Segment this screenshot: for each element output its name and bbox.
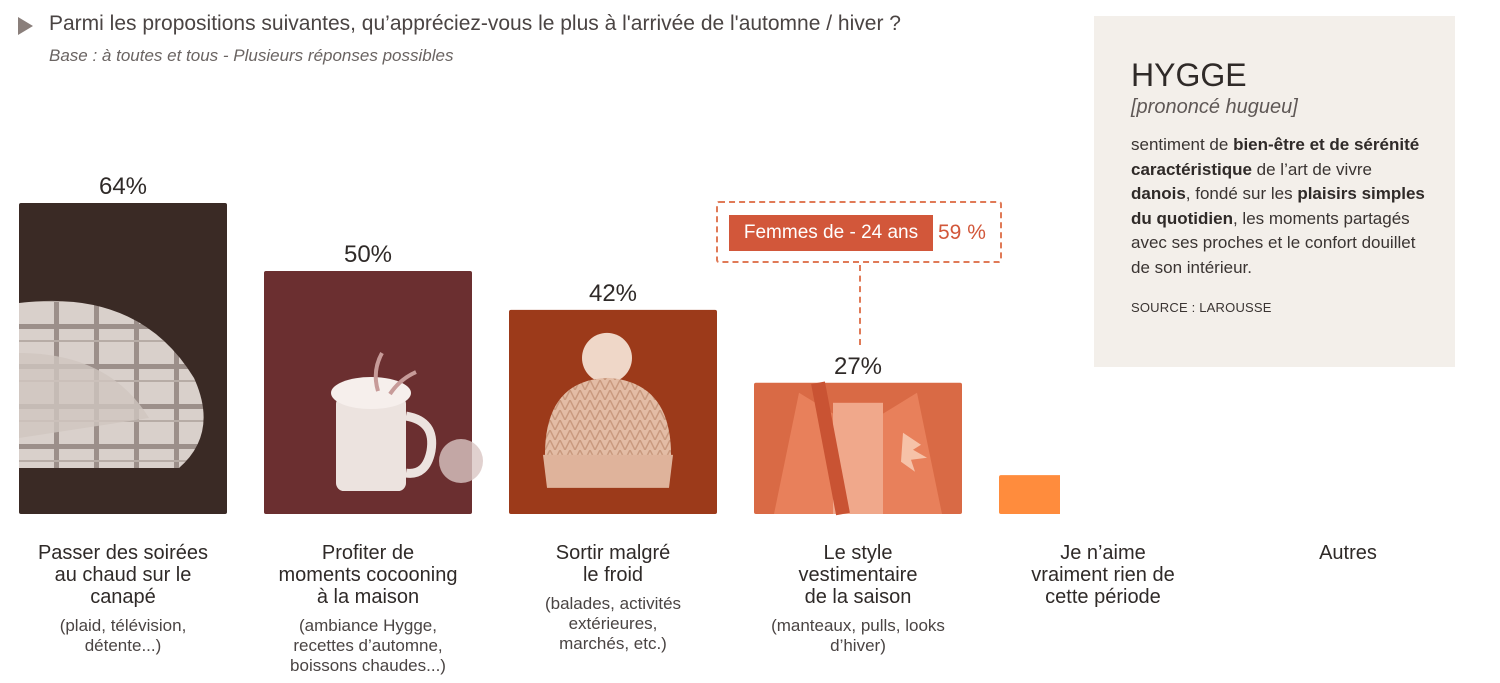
category-label-line: vestimentaire bbox=[798, 564, 918, 586]
category-label-line: vraiment rien de bbox=[1031, 564, 1175, 586]
bar-value-label: 42% bbox=[589, 280, 637, 307]
category-sublabel-line: d’hiver) bbox=[830, 636, 886, 655]
category-sublabel: (ambiance Hygge, recettes d’automne, boiss… bbox=[253, 616, 483, 676]
callout-box: Femmes de - 24 ans 59 % bbox=[716, 201, 1002, 263]
hygge-definition-segment: sentiment de bbox=[1131, 135, 1234, 154]
bar-value-label: 50% bbox=[344, 241, 392, 268]
coat-scarf-photo-icon bbox=[774, 381, 942, 516]
hygge-definition-segment: , les moments partagés avec ses proches … bbox=[1131, 208, 1416, 277]
category-label: Passer des soirées au chaud sur le canapé bbox=[8, 542, 238, 608]
callout-connector bbox=[859, 265, 861, 345]
base-text: Base : à toutes et tous - Plusieurs répo… bbox=[49, 46, 454, 65]
bar-value-label: 27% bbox=[834, 353, 882, 380]
bar-group: 64% bbox=[19, 173, 227, 514]
hygge-title: HYGGE bbox=[1131, 57, 1247, 93]
hygge-definition-segment: plaisirs simples du quotidien bbox=[1131, 184, 1425, 228]
category-sublabel-line: (plaid, télévision, bbox=[59, 616, 187, 635]
bar-chart: 64%50%42%27%8%2% bbox=[19, 173, 1060, 516]
category-sublabel: (manteaux, pulls, looks d’hiver) bbox=[743, 616, 973, 656]
category-label-line: le froid bbox=[582, 564, 644, 586]
hygge-definition-segment: bien-être et de sérénité caractéristique bbox=[1131, 135, 1420, 179]
category-label-line: Le style bbox=[823, 542, 893, 564]
category-sublabel: (balades, activités extérieures, marchés, … bbox=[498, 594, 728, 654]
category-sublabel-line: (manteaux, pulls, looks bbox=[771, 616, 945, 635]
category-label: Le style vestimentaire de la saison bbox=[743, 542, 973, 608]
hygge-definition-segment: danois bbox=[1131, 184, 1186, 203]
category-label-line: Autres bbox=[1319, 542, 1377, 564]
hygge-definition-segment: , fondé sur les bbox=[1185, 184, 1298, 203]
bar-group: 50% bbox=[264, 241, 483, 514]
category-label: Autres bbox=[1233, 542, 1463, 564]
hygge-pronunciation: [prononcé hugueu] bbox=[1131, 96, 1298, 118]
callout-value: 59 % bbox=[938, 221, 986, 244]
hygge-definition-segment: de l’art de vivre bbox=[1251, 159, 1372, 179]
bar bbox=[999, 475, 1060, 514]
category-sublabel-line: (ambiance Hygge, bbox=[299, 616, 437, 635]
bar-group: 8% bbox=[999, 475, 1060, 514]
hygge-definition: sentiment de bien-être et de sérénité ca… bbox=[1131, 133, 1431, 280]
hot-drink-photo-icon bbox=[331, 352, 483, 492]
category-label-line: cette période bbox=[1045, 586, 1161, 608]
category-sublabel-line: détente...) bbox=[84, 636, 162, 655]
category-label-line: Sortir malgré bbox=[555, 542, 671, 564]
category-sublabel-line: boissons chaudes...) bbox=[290, 656, 446, 675]
callout-label: Femmes de - 24 ans bbox=[729, 215, 933, 251]
bar-group: 27% bbox=[754, 353, 962, 516]
question-text: Parmi les propositions suivantes, qu’app… bbox=[49, 12, 901, 35]
category-label-line: de la saison bbox=[804, 586, 912, 608]
category-label-line: Je n’aime bbox=[1060, 542, 1146, 564]
bar-value-label: 64% bbox=[99, 173, 147, 200]
category-label-line: à la maison bbox=[316, 586, 420, 608]
category-sublabel-line: (balades, activités bbox=[544, 594, 682, 613]
beanie-photo-icon bbox=[543, 332, 673, 488]
category-label: Je n’aime vraiment rien de cette période bbox=[988, 542, 1218, 608]
hygge-definition-box: HYGGE [prononcé hugueu] sentiment de bie… bbox=[1094, 16, 1455, 367]
category-label-line: moments cocooning bbox=[278, 564, 458, 586]
play-triangle-icon bbox=[18, 17, 33, 35]
category-sublabel-line: marchés, etc.) bbox=[559, 634, 667, 653]
category-sublabel-line: extérieures, bbox=[568, 614, 658, 633]
category-sublabel-line: recettes d’automne, bbox=[293, 636, 443, 655]
hygge-source: SOURCE : LAROUSSE bbox=[1131, 300, 1272, 315]
category-label: Profiter de moments cocooning à la maison bbox=[253, 542, 483, 608]
plaid-photo-icon bbox=[19, 300, 204, 468]
category-sublabel: (plaid, télévision, détente...) bbox=[8, 616, 238, 656]
category-label-line: Profiter de bbox=[321, 542, 415, 564]
category-label-line: Passer des soirées bbox=[37, 542, 209, 564]
category-label-line: canapé bbox=[90, 586, 156, 608]
bar-group: 42% bbox=[509, 280, 717, 514]
category-label: Sortir malgré le froid bbox=[498, 542, 728, 586]
category-label-line: au chaud sur le bbox=[54, 564, 192, 586]
